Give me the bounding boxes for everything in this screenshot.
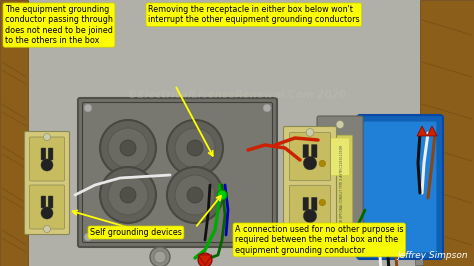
Circle shape [120, 187, 136, 203]
FancyBboxPatch shape [311, 144, 317, 158]
Circle shape [175, 128, 215, 168]
Circle shape [336, 238, 344, 246]
FancyBboxPatch shape [82, 102, 273, 243]
FancyBboxPatch shape [25, 131, 70, 235]
Circle shape [319, 199, 326, 206]
FancyBboxPatch shape [48, 196, 53, 208]
FancyBboxPatch shape [303, 144, 309, 158]
FancyBboxPatch shape [48, 148, 53, 160]
Circle shape [167, 120, 223, 176]
Polygon shape [427, 126, 437, 136]
Circle shape [263, 104, 271, 112]
Circle shape [100, 167, 156, 223]
FancyBboxPatch shape [357, 115, 443, 259]
FancyBboxPatch shape [29, 185, 64, 229]
Polygon shape [198, 255, 212, 265]
Bar [415, 155, 423, 265]
Circle shape [303, 209, 317, 223]
Circle shape [154, 251, 166, 263]
Text: Self grounding devices: Self grounding devices [90, 228, 182, 237]
Bar [420, 0, 474, 266]
Circle shape [44, 134, 51, 140]
Text: Jeffrey Simpson: Jeffrey Simpson [397, 251, 468, 260]
FancyBboxPatch shape [290, 185, 330, 234]
Circle shape [263, 233, 271, 241]
FancyBboxPatch shape [328, 135, 353, 231]
Circle shape [167, 167, 223, 223]
FancyBboxPatch shape [317, 116, 363, 250]
Circle shape [150, 247, 170, 266]
FancyBboxPatch shape [290, 132, 330, 181]
Circle shape [100, 120, 156, 176]
FancyBboxPatch shape [363, 121, 437, 253]
Circle shape [187, 187, 203, 203]
FancyBboxPatch shape [283, 127, 337, 239]
Circle shape [84, 104, 92, 112]
Text: Removing the receptacle in either box below won't
interrupt the other equipment : Removing the receptacle in either box be… [148, 5, 360, 24]
Circle shape [175, 175, 215, 215]
FancyBboxPatch shape [303, 197, 309, 210]
FancyBboxPatch shape [29, 137, 64, 181]
FancyBboxPatch shape [41, 196, 46, 208]
Circle shape [319, 160, 326, 167]
Circle shape [336, 120, 344, 128]
Circle shape [42, 143, 52, 153]
Circle shape [305, 133, 315, 143]
Circle shape [305, 223, 315, 233]
Bar [0, 0, 28, 266]
FancyBboxPatch shape [330, 138, 350, 176]
Circle shape [42, 213, 52, 223]
FancyBboxPatch shape [41, 148, 46, 160]
Circle shape [41, 207, 53, 219]
Circle shape [41, 159, 53, 171]
Circle shape [306, 128, 314, 136]
Circle shape [108, 128, 148, 168]
Circle shape [84, 233, 92, 241]
Text: ©ElectricalLicenseRenewal.Com 2020: ©ElectricalLicenseRenewal.Com 2020 [128, 90, 346, 100]
Circle shape [396, 237, 404, 245]
Text: The equipment grounding
conductor passing through
does not need to be joined
to : The equipment grounding conductor passin… [5, 5, 113, 45]
FancyBboxPatch shape [311, 197, 317, 210]
Circle shape [108, 175, 148, 215]
FancyBboxPatch shape [78, 98, 277, 247]
Polygon shape [417, 126, 427, 136]
Circle shape [198, 253, 212, 266]
Circle shape [306, 230, 314, 238]
Circle shape [44, 226, 51, 232]
Circle shape [303, 157, 317, 170]
Text: A connection used for no other purpose is
required between the metal box and the: A connection used for no other purpose i… [235, 225, 403, 255]
Circle shape [187, 140, 203, 156]
Circle shape [120, 140, 136, 156]
Text: IB OPTIONAL CONDUIT TYPE X ASTM C1293/L1290M: IB OPTIONAL CONDUIT TYPE X ASTM C1293/L1… [340, 144, 344, 222]
Circle shape [217, 190, 227, 200]
